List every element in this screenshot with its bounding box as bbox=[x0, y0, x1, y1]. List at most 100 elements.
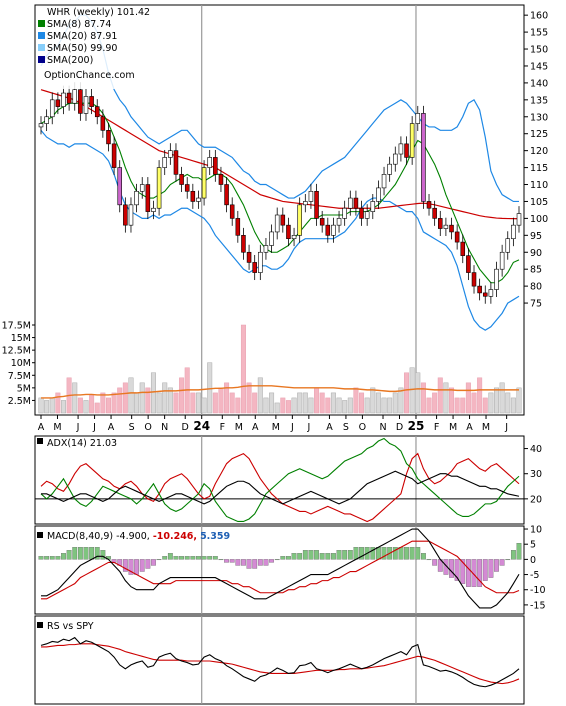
volume-bar bbox=[336, 397, 342, 414]
volume-bar bbox=[387, 397, 393, 414]
macd-histogram-bar bbox=[510, 550, 516, 560]
volume-bar bbox=[353, 387, 359, 414]
volume-bar bbox=[285, 400, 291, 414]
volume-bar bbox=[364, 397, 370, 414]
candle-body bbox=[460, 241, 466, 256]
candle-body bbox=[488, 289, 494, 297]
legend-label-sma20: SMA(20) 87.91 bbox=[47, 31, 117, 42]
macd-histogram-bar bbox=[404, 547, 409, 560]
adx-y-tick-label: 40 bbox=[530, 444, 542, 455]
candle-body bbox=[308, 190, 314, 202]
legend-label-sma200: SMA(200) bbox=[47, 55, 93, 66]
volume-bar bbox=[291, 397, 297, 414]
volume-bar bbox=[94, 402, 100, 414]
volume-bar bbox=[437, 377, 443, 414]
candle-body bbox=[364, 211, 370, 219]
macd-histogram-bar bbox=[224, 559, 229, 563]
macd-histogram-bar bbox=[516, 543, 522, 560]
volume-bar bbox=[274, 402, 280, 414]
macd-histogram-bar bbox=[443, 559, 449, 575]
macd-histogram-bar bbox=[488, 559, 494, 578]
macd-histogram-bar bbox=[89, 547, 95, 560]
axes: A M J J A S O N D 24 F M A M J J A S O N D 25 F M A M J75808590951… bbox=[2, 11, 549, 612]
x-tick-label: S bbox=[129, 422, 135, 433]
volume-bar bbox=[240, 324, 246, 414]
candle-body bbox=[134, 190, 139, 206]
candle-body bbox=[438, 218, 443, 229]
rs-label: RS vs SPY bbox=[37, 621, 94, 632]
macd-histogram-bar bbox=[235, 559, 241, 566]
macd-y-tick-label: -15 bbox=[530, 600, 546, 611]
volume-bar bbox=[111, 392, 117, 414]
price-y-tick-label: 120 bbox=[530, 146, 548, 157]
macd-histogram-bar bbox=[139, 559, 145, 572]
volume-average-line bbox=[41, 385, 519, 399]
volume-bar bbox=[49, 397, 55, 414]
candle-body bbox=[123, 204, 128, 226]
macd-histogram-bar bbox=[72, 547, 78, 560]
candle-body bbox=[353, 197, 359, 209]
candle-body bbox=[421, 113, 426, 202]
x-tick-label: F bbox=[220, 422, 225, 433]
volume-bar bbox=[297, 392, 303, 414]
candle-body bbox=[336, 218, 342, 226]
macd-histogram-bar bbox=[505, 559, 511, 561]
volume-bar bbox=[212, 392, 218, 414]
candle-body bbox=[38, 123, 44, 128]
candle-body bbox=[325, 224, 331, 236]
macd-histogram-bar bbox=[162, 556, 168, 560]
candle-body bbox=[111, 143, 117, 168]
macd-histogram-bar bbox=[319, 553, 325, 560]
volume-bar bbox=[314, 387, 320, 414]
x-tick-label: J bbox=[504, 422, 508, 433]
volume-bar bbox=[454, 397, 460, 414]
adx-y-tick-label: 20 bbox=[530, 494, 542, 505]
candle-body bbox=[190, 190, 196, 202]
candle-body bbox=[263, 245, 269, 253]
rs-average-line bbox=[41, 643, 520, 685]
candles bbox=[38, 82, 522, 304]
volume-bar bbox=[302, 392, 308, 414]
macd-histogram-bar bbox=[212, 556, 218, 560]
candle-body bbox=[83, 96, 89, 114]
candle-body bbox=[280, 214, 286, 226]
volume-bar bbox=[409, 367, 415, 414]
candle-body bbox=[241, 235, 246, 253]
candle-body bbox=[213, 157, 218, 175]
x-tick-label: J bbox=[290, 422, 294, 433]
macd-histogram-bar bbox=[100, 550, 106, 560]
macd-histogram-bar bbox=[398, 547, 404, 560]
macd-histogram-bar bbox=[252, 559, 258, 569]
rs-series bbox=[40, 636, 520, 688]
x-tick-label: D bbox=[182, 422, 189, 433]
candle-body bbox=[466, 255, 471, 273]
macd-histogram-bar bbox=[257, 559, 263, 566]
macd-histogram-bar bbox=[291, 553, 297, 560]
volume-bar bbox=[105, 397, 111, 414]
volume-y-tick-label: 12.5M bbox=[2, 346, 31, 357]
macd-histogram-bar bbox=[151, 559, 156, 566]
price-y-tick-label: 100 bbox=[530, 214, 548, 225]
sma50-line bbox=[40, 89, 520, 220]
candle-body bbox=[409, 123, 415, 158]
candle-body bbox=[274, 214, 280, 233]
volume-y-tick-label: 17.5M bbox=[2, 321, 31, 332]
macd-histogram-bar bbox=[241, 559, 246, 566]
candle-body bbox=[128, 204, 134, 226]
volume-bar bbox=[280, 397, 286, 414]
macd-line bbox=[41, 528, 520, 609]
macd-histogram-bar bbox=[134, 559, 139, 575]
macd-histogram-bar bbox=[201, 556, 207, 560]
volume-bar bbox=[128, 377, 134, 414]
x-tick-label: J bbox=[92, 422, 96, 433]
volume-bar bbox=[145, 387, 151, 414]
volume-bar bbox=[488, 392, 494, 414]
macd-histogram-bar bbox=[286, 556, 291, 560]
candle-body bbox=[72, 89, 78, 104]
x-tick-label: A bbox=[326, 422, 333, 433]
macd-histogram-bar bbox=[347, 550, 353, 560]
volume-bar bbox=[179, 377, 185, 414]
macd-histogram-bar bbox=[269, 559, 274, 563]
price-y-tick-label: 95 bbox=[530, 231, 542, 242]
adx-label: ADX(14) 21.03 bbox=[37, 438, 117, 449]
